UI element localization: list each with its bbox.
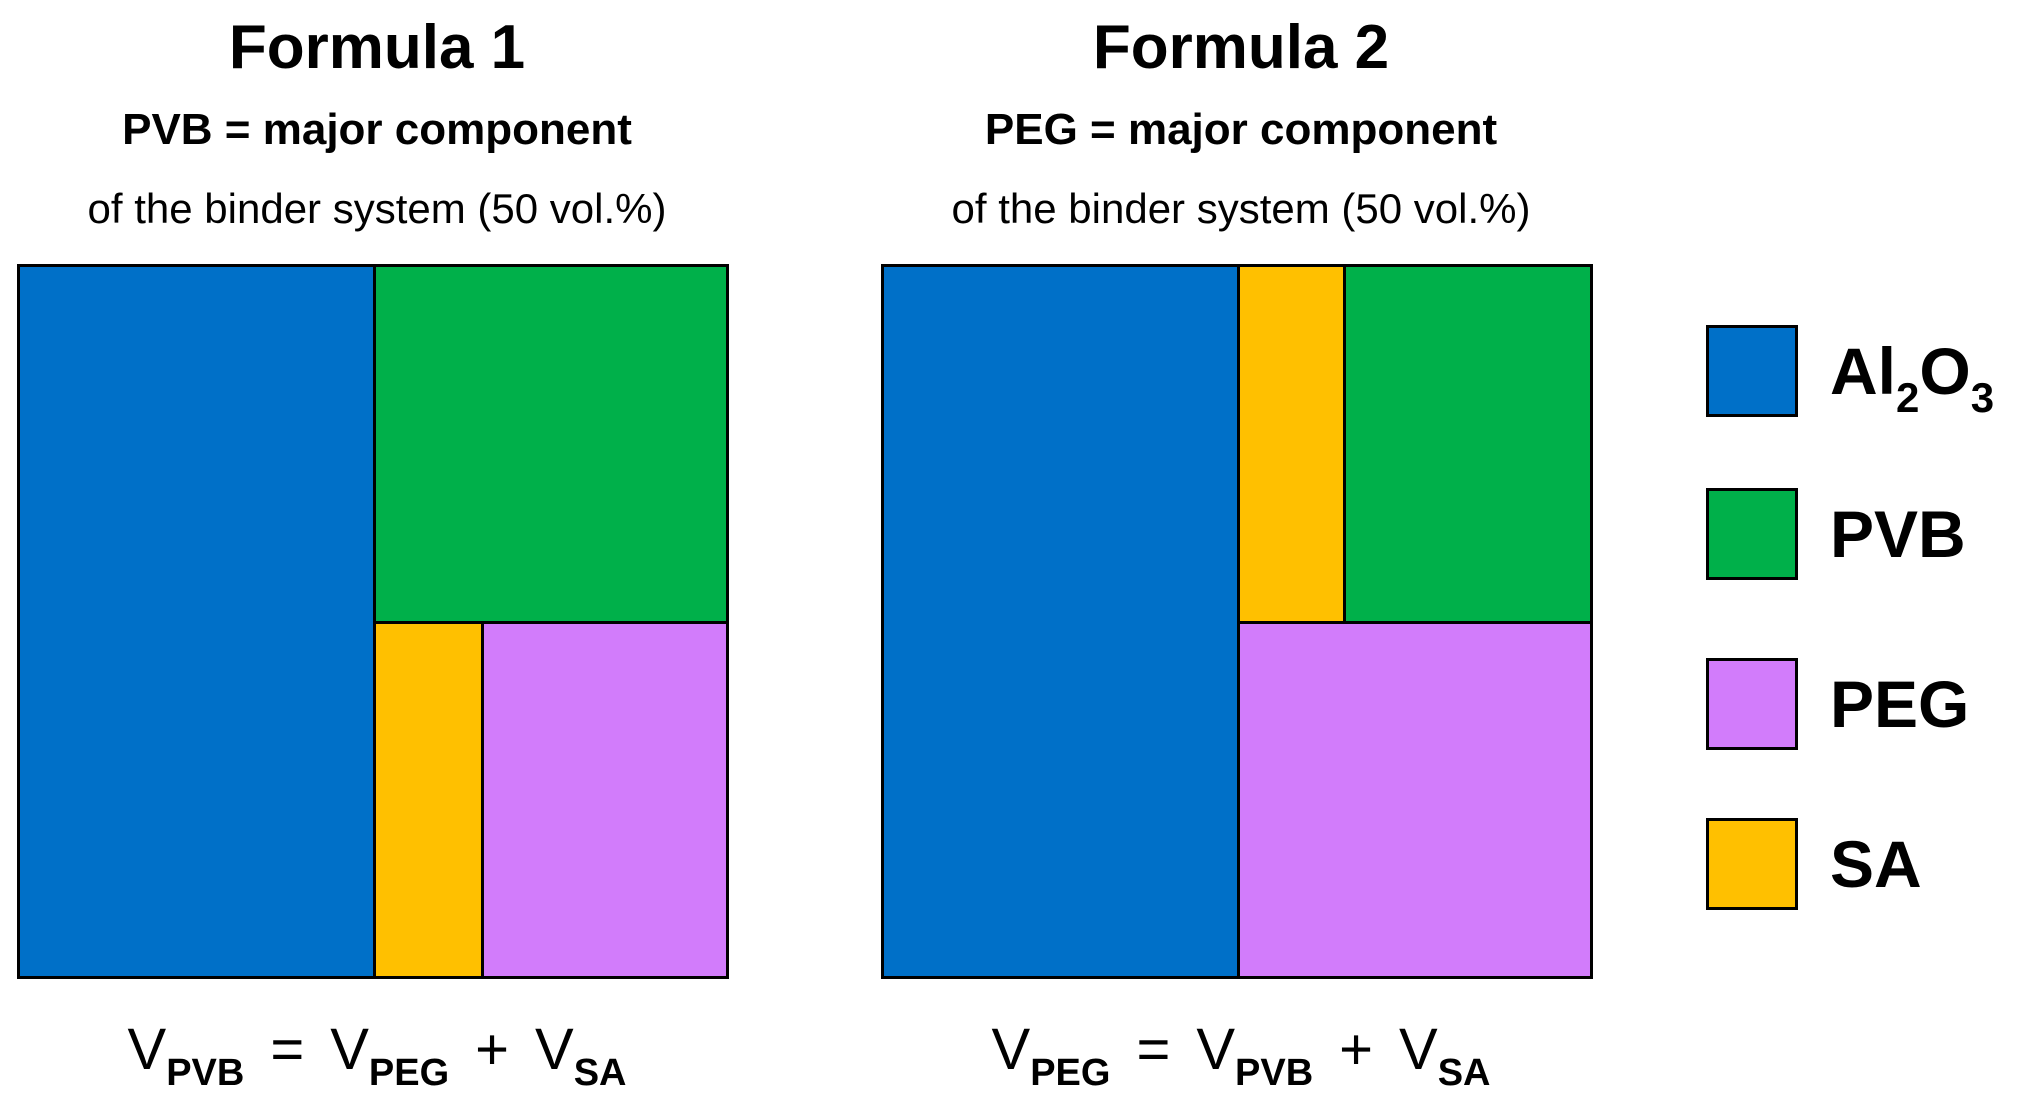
formula-1-panel: Formula 1 PVB = major component of the b…: [17, 0, 737, 1104]
formula-2-composition-box: [881, 264, 1593, 979]
legend-label-pvb: PVB: [1830, 497, 1966, 571]
formula-2-eq-term2: VSA: [1399, 1017, 1491, 1094]
formula-1-sa-block: [373, 621, 484, 976]
formula-2-panel: Formula 2 PEG = major component of the b…: [881, 0, 1601, 1104]
legend-label-peg: PEG: [1830, 667, 1970, 741]
legend-swatch-sa: [1706, 818, 1798, 910]
legend-item-sa: SA: [1706, 818, 2026, 914]
legend-item-al2o3: Al2O3: [1706, 325, 2026, 421]
formula-2-eq-term1: VPVB: [1196, 1017, 1314, 1094]
formula-2-sa-block: [1237, 267, 1346, 624]
legend-swatch-pvb: [1706, 488, 1798, 580]
legend-item-pvb: PVB: [1706, 488, 2026, 584]
formula-2-pvb-block: [1343, 267, 1590, 624]
formula-1-eq-term1: VPEG: [330, 1017, 450, 1094]
formula-1-peg-block: [481, 621, 726, 976]
legend-swatch-al2o3: [1706, 325, 1798, 417]
formula-1-al2o3-block: [20, 267, 376, 976]
formula-2-subtitle: PEG = major component: [984, 105, 1498, 154]
formula-2-peg-block: [1237, 621, 1590, 976]
legend-label-sa: SA: [1830, 827, 1922, 901]
formula-2-eq-equals: =: [1136, 1017, 1171, 1082]
formula-2-eq-lhs: VPEG: [991, 1017, 1111, 1094]
formula-1-composition-box: [17, 264, 729, 979]
legend-label-al2o3: Al2O3: [1830, 334, 1995, 421]
legend-item-peg: PEG: [1706, 658, 2026, 754]
formula-1-subtitle: PVB = major component: [122, 105, 632, 154]
formula-2-equation: VPEG = VPVB + VSA: [881, 1010, 1601, 1094]
legend-swatch-peg: [1706, 658, 1798, 750]
formula-1-eq-term2: VSA: [535, 1017, 627, 1094]
formula-2-note: of the binder system (50 vol.%): [951, 185, 1531, 232]
formula-1-eq-equals: =: [270, 1017, 305, 1082]
formula-1-equation: VPVB = VPEG + VSA: [17, 1010, 737, 1094]
formula-1-eq-plus: +: [475, 1017, 510, 1082]
formula-2-title: Formula 2: [1092, 13, 1390, 82]
formula-2-al2o3-block: [884, 267, 1240, 976]
formula-1-eq-lhs: VPVB: [127, 1017, 245, 1094]
formula-1-pvb-block: [373, 267, 726, 624]
formula-1-title: Formula 1: [228, 13, 526, 82]
formula-2-eq-plus: +: [1339, 1017, 1374, 1082]
formula-1-note: of the binder system (50 vol.%): [87, 185, 667, 232]
